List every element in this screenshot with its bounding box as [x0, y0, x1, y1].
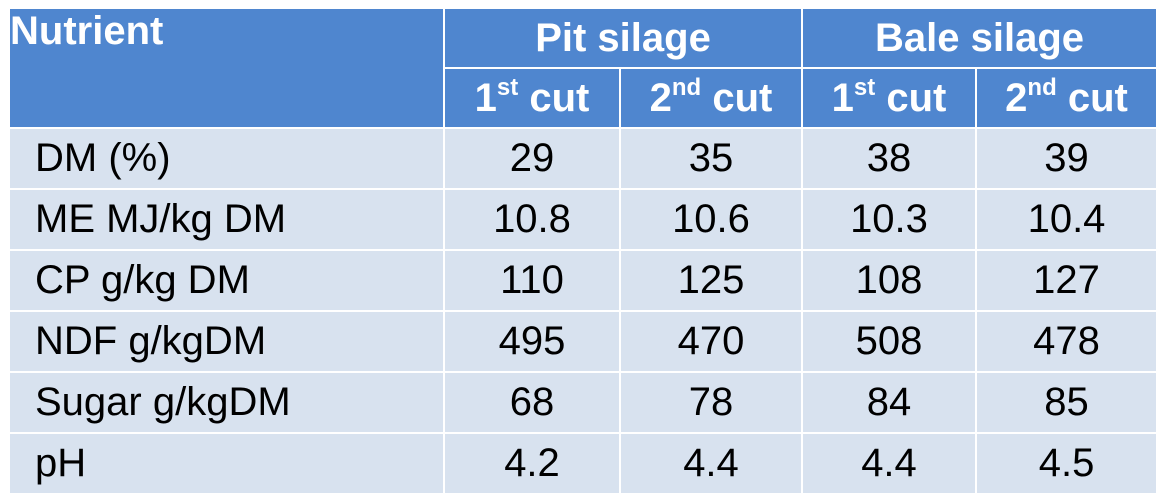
table-body: DM (%) 29 35 38 39 ME MJ/kg DM 10.8 10.6… [8, 127, 1159, 495]
bale-silage-first-cut-header: 1st cut [801, 67, 977, 129]
table-cell: 110 [443, 249, 621, 312]
table-cell: 478 [974, 310, 1159, 373]
row-label: NDF g/kgDM [8, 310, 445, 373]
pit-silage-first-cut-header: 1st cut [443, 67, 621, 129]
row-label: Sugar g/kgDM [8, 371, 445, 434]
table-cell: 38 [801, 127, 977, 190]
row-label: pH [8, 432, 445, 495]
pit-silage-header: Pit silage [443, 7, 803, 69]
row-label: ME MJ/kg DM [8, 188, 445, 251]
subheader-row: 1st cut 2nd cut 1st cut 2nd cut [9, 67, 1159, 129]
nutrient-column-header: Nutrient [8, 7, 445, 129]
table-cell: 108 [801, 249, 977, 312]
row-label: DM (%) [8, 127, 445, 190]
table-cell: 10.6 [619, 188, 803, 251]
table-cell: 470 [619, 310, 803, 373]
table-row: DM (%) 29 35 38 39 [8, 127, 1159, 190]
table-cell: 84 [801, 371, 977, 434]
table-cell: 495 [443, 310, 621, 373]
table-cell: 4.4 [801, 432, 977, 495]
table-cell: 10.8 [443, 188, 621, 251]
table-cell: 508 [801, 310, 977, 373]
table-cell: 39 [974, 127, 1159, 190]
table-cell: 29 [443, 127, 621, 190]
table-cell: 85 [974, 371, 1159, 434]
pit-silage-second-cut-header: 2nd cut [619, 67, 803, 129]
table-cell: 35 [619, 127, 803, 190]
table-row: pH 4.2 4.4 4.4 4.5 [8, 432, 1159, 495]
table-cell: 68 [443, 371, 621, 434]
table-row: Sugar g/kgDM 68 78 84 85 [8, 371, 1159, 434]
header-row: Nutrient Pit silage Bale silage [8, 7, 1159, 129]
table-cell: 4.2 [443, 432, 621, 495]
bale-silage-second-cut-header: 2nd cut [974, 67, 1159, 129]
table-row: CP g/kg DM 110 125 108 127 [8, 249, 1159, 312]
row-label: CP g/kg DM [8, 249, 445, 312]
table-cell: 4.4 [619, 432, 803, 495]
table-header: Nutrient Pit silage Bale silage 1st cut … [8, 7, 1159, 129]
table-cell: 10.4 [974, 188, 1159, 251]
table-cell: 78 [619, 371, 803, 434]
table-cell: 127 [974, 249, 1159, 312]
table-row: ME MJ/kg DM 10.8 10.6 10.3 10.4 [8, 188, 1159, 251]
table-cell: 10.3 [801, 188, 977, 251]
bale-silage-header: Bale silage [800, 7, 1159, 69]
table-cell: 125 [619, 249, 803, 312]
nutrient-table: Nutrient Pit silage Bale silage 1st cut … [8, 7, 1159, 495]
table-row: NDF g/kgDM 495 470 508 478 [8, 310, 1159, 373]
table-cell: 4.5 [974, 432, 1159, 495]
